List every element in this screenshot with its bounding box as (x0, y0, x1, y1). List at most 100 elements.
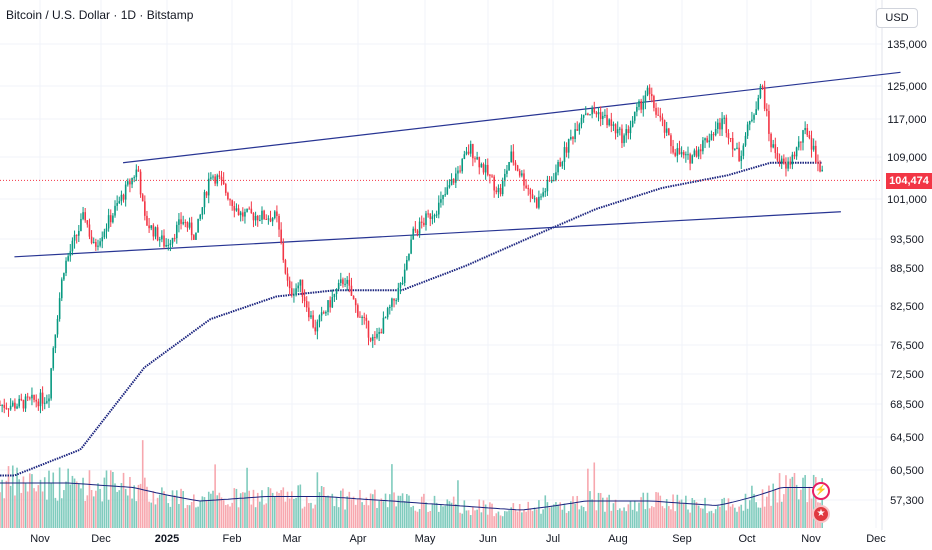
candle-body (597, 112, 600, 115)
volume-bar (504, 511, 506, 528)
volume-bar (469, 515, 472, 528)
candle-body (759, 86, 762, 98)
candle-body (621, 128, 623, 144)
volume-bar (99, 488, 101, 528)
volume-bar (297, 485, 299, 528)
volume-bar (766, 496, 768, 528)
volume-bar (648, 508, 651, 528)
candle-body (161, 235, 163, 240)
volume-bar (578, 509, 581, 528)
volume-bar (148, 501, 150, 528)
lightning-icon[interactable]: ⚡ (812, 482, 830, 500)
volume-bar (299, 484, 302, 528)
volume-bar (591, 499, 593, 528)
volume-bar (312, 508, 314, 528)
candle-body (408, 253, 410, 260)
x-tick-label: Aug (608, 533, 628, 545)
trendlines[interactable] (14, 71, 901, 258)
volume-bar (595, 510, 598, 528)
volume-bar (521, 512, 523, 528)
volume-bar (736, 511, 738, 528)
candle-body (224, 184, 227, 193)
candle-body (425, 213, 427, 226)
candle-body (41, 392, 44, 404)
candle-body (63, 273, 65, 280)
currency-button[interactable]: USD (876, 8, 918, 28)
candle-body (710, 134, 713, 141)
volume-bar (175, 490, 178, 528)
y-axis[interactable]: 135,000 125,000 117,000 109,000 101,000 93,50… (887, 39, 927, 507)
candle-body (640, 101, 642, 110)
volume-bar (261, 490, 263, 528)
volume-bar (395, 506, 397, 528)
candle-body (122, 194, 125, 200)
volume-bar (182, 491, 184, 528)
volume-bar (740, 504, 743, 528)
candle-body (327, 300, 329, 312)
us-flag-icon[interactable]: ★ (812, 505, 830, 523)
volume-bar (3, 498, 6, 528)
candle-body (95, 242, 97, 247)
volume-bar (748, 500, 751, 528)
volume-bar (814, 477, 817, 528)
candle-body (46, 401, 48, 403)
volume-bar (785, 475, 787, 528)
candle-body (729, 138, 732, 140)
y-tick-label: 101,000 (887, 194, 927, 206)
candle-body (86, 220, 89, 225)
candle-body (261, 210, 263, 220)
volume-bar (378, 500, 380, 528)
volume-bar (231, 502, 233, 528)
trendline (14, 211, 841, 258)
volume-bar (273, 496, 276, 528)
candle-body (657, 114, 659, 116)
volume-bar (333, 506, 336, 528)
volume-bar (71, 475, 74, 528)
volume-bar (48, 470, 50, 528)
volume-bar (751, 485, 753, 528)
x-tick-label: Apr (349, 533, 366, 545)
candle-body (188, 222, 191, 228)
candle-body (90, 236, 93, 243)
volume-bar (563, 503, 566, 528)
volume-bar (43, 477, 46, 528)
volume-bar (682, 503, 685, 528)
volume-bar (152, 491, 155, 528)
volume-bar (446, 499, 449, 528)
candle-body (386, 308, 389, 318)
volume-bar (354, 504, 357, 528)
candle-body (616, 129, 619, 134)
candle-body (282, 242, 285, 261)
volume-bar (429, 510, 432, 528)
volume-bar (606, 497, 608, 528)
volume-bar (427, 511, 429, 528)
candle-body (82, 212, 84, 220)
candle-body (712, 134, 715, 136)
candle-body (11, 402, 14, 406)
candle-body (557, 161, 559, 173)
candle-body (442, 194, 444, 200)
candle-body (342, 279, 344, 285)
candle-body (310, 315, 312, 318)
volume-bar (614, 499, 617, 528)
candle-body (591, 108, 593, 115)
x-axis[interactable]: Nov Dec 2025 Feb Mar Apr May Jun Jul Aug Sep Oct Nov… (30, 533, 886, 545)
volume-bar (753, 493, 755, 528)
candle-body (527, 187, 530, 190)
candle-body (393, 298, 395, 301)
candle-body (280, 229, 282, 243)
volume-bar (359, 489, 361, 528)
volume-bar (401, 493, 404, 528)
candle-body (455, 173, 457, 183)
volume-bar (780, 501, 783, 528)
volume-bar (425, 502, 427, 528)
candle-body (734, 148, 736, 150)
volume-bar (331, 493, 334, 528)
candle-body (576, 129, 579, 131)
candle-body (18, 398, 20, 407)
candle-body (582, 114, 585, 118)
candle-body (0, 405, 1, 407)
candle-body (800, 141, 802, 143)
candle-body (56, 318, 59, 335)
